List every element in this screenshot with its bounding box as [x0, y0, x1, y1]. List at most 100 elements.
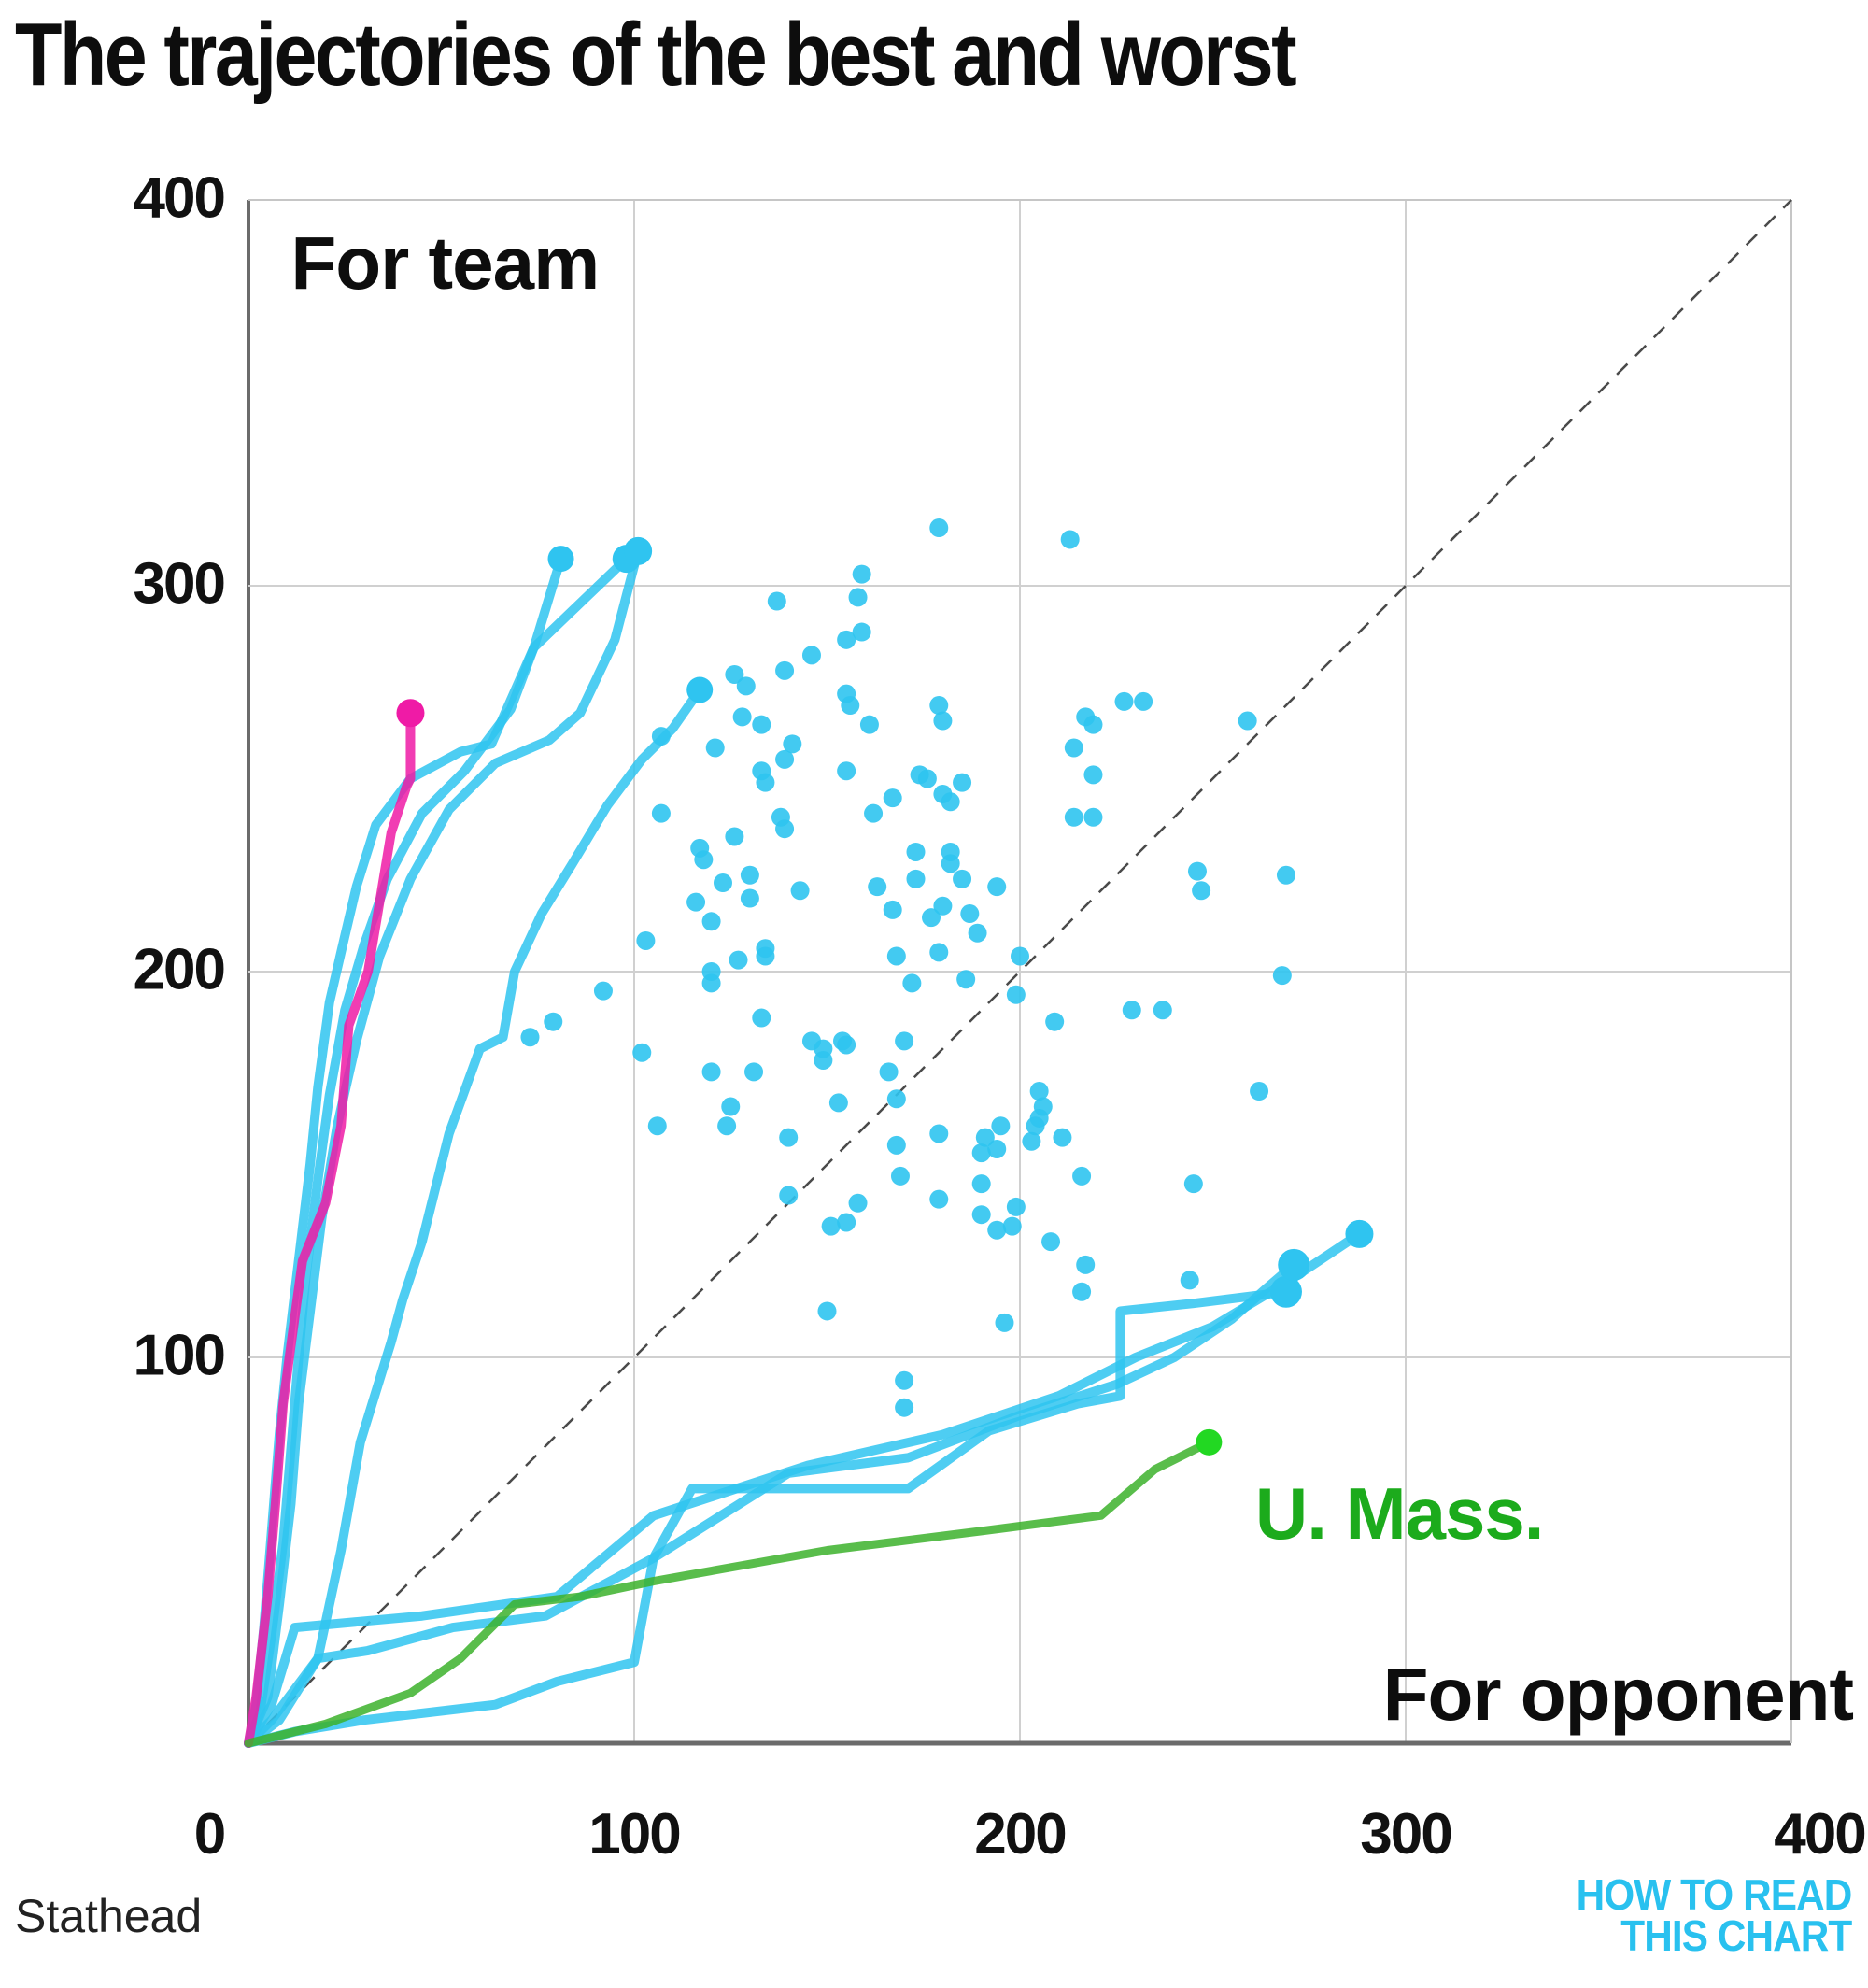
scatter-dot	[1153, 1001, 1172, 1020]
scatter-dot	[879, 1062, 899, 1082]
scatter-dot	[636, 930, 656, 950]
scatter-dot	[929, 1189, 949, 1209]
trajectory-line	[244, 1228, 1365, 1748]
scatter-dot	[732, 707, 752, 727]
annotation-for-team: For team	[290, 221, 599, 305]
trajectory-line	[244, 708, 416, 1748]
scatter-dot	[837, 630, 856, 649]
scatter-dot	[902, 973, 922, 993]
scatter-dot	[1072, 1282, 1092, 1301]
scatter-dot	[717, 1116, 737, 1136]
scatter-dot	[593, 981, 613, 1001]
trajectory-line	[244, 554, 631, 1748]
scatter-dot	[1183, 1174, 1203, 1194]
trajectory-endpoint-dot	[686, 676, 714, 703]
scatter-dot	[1002, 1216, 1022, 1236]
scatter-dot	[1064, 807, 1083, 827]
scatter-dot	[1022, 1131, 1041, 1151]
chart-title: The trajectories of the best and worst	[15, 5, 1297, 105]
x-tick-label: 300	[1360, 1802, 1451, 1867]
y-tick-label: 300	[134, 551, 224, 616]
scatter-dot	[852, 622, 871, 642]
scatter-dot	[917, 769, 937, 788]
scatter-dot	[987, 1139, 1007, 1158]
scatter-dot	[740, 888, 759, 908]
scatter-dot	[971, 1205, 991, 1225]
x-tick-label: 100	[588, 1802, 679, 1867]
scatter-dot	[752, 1008, 771, 1028]
scatter-dot	[752, 715, 771, 734]
scatter-dot	[701, 973, 721, 993]
scatter-dot	[828, 1093, 848, 1113]
scatter-dot	[821, 1216, 841, 1236]
scatter-dot	[701, 1062, 721, 1082]
scatter-dot	[783, 734, 802, 754]
scatter-dot	[890, 1166, 910, 1186]
scatter-dot	[987, 1220, 1007, 1240]
scatter-dot	[1072, 1166, 1092, 1186]
scatter-dot	[971, 1174, 991, 1194]
scatter-dot	[1006, 1197, 1026, 1216]
scatter-dot	[729, 950, 748, 970]
trajectory-line	[244, 1438, 1213, 1748]
scatter-dot	[1053, 1128, 1072, 1147]
scatter-dot	[767, 591, 786, 611]
scatter-dot	[991, 1116, 1011, 1136]
scatter-dot	[740, 865, 759, 885]
scatter-dot	[725, 827, 744, 846]
scatter-dot	[686, 892, 706, 912]
scatter-dot	[814, 1050, 833, 1070]
y-tick-label: 100	[134, 1323, 224, 1387]
scatter-dot	[883, 900, 902, 919]
annotation-u-mass-: U. Mass.	[1255, 1472, 1543, 1555]
scatter-dot	[1083, 765, 1103, 785]
scatter-dot	[1276, 865, 1295, 885]
scatter-dot	[701, 912, 721, 931]
scatter-dot	[1083, 715, 1103, 734]
trajectory-line	[244, 546, 644, 1748]
scatter-dot	[651, 803, 671, 823]
annotation-for-opponent: For opponent	[1383, 1653, 1854, 1736]
x-tick-label: 0	[194, 1802, 224, 1867]
scatter-dot	[852, 564, 871, 584]
scatter-dot	[632, 1043, 652, 1062]
scatter-dot	[929, 518, 949, 538]
scatter-dot	[1064, 738, 1083, 758]
scatter-dot	[956, 970, 976, 989]
trajectory-endpoint-dot	[547, 546, 574, 573]
scatter-dot	[837, 1213, 856, 1232]
scatter-dot	[895, 1031, 914, 1051]
scatter-dot	[886, 946, 906, 966]
x-tick-label: 200	[974, 1802, 1065, 1867]
y-tick-label: 200	[134, 937, 224, 1001]
scatter-dot	[886, 1089, 906, 1109]
scatter-dot	[790, 881, 810, 901]
scatter-dot	[895, 1398, 914, 1417]
scatter-dot	[756, 946, 775, 966]
scatter-dot	[647, 1116, 667, 1136]
trajectory-endpoint-dot	[1278, 1248, 1310, 1281]
trajectory-line	[244, 1286, 1291, 1748]
scatter-dot	[801, 646, 821, 665]
scatter-dot	[725, 664, 744, 684]
scatter-dot	[713, 873, 732, 893]
newsletter-logo: HOW TO READ THIS CHART	[1576, 1873, 1852, 1957]
scatter-dot	[968, 923, 987, 943]
trajectory-endpoint-dot	[1345, 1219, 1374, 1248]
scatter-dot	[841, 696, 860, 716]
scatter-dot	[779, 1186, 799, 1205]
scatter-dot	[995, 1313, 1014, 1332]
scatter-dot	[929, 696, 949, 716]
scatter-dot	[868, 877, 887, 897]
scatter-dot	[1041, 1232, 1061, 1252]
scatter-dot	[1060, 530, 1080, 549]
trajectory-line	[244, 554, 566, 1748]
trajectory-line	[244, 1259, 1299, 1748]
scatter-dot	[906, 842, 926, 861]
trajectory-endpoint-dot	[1196, 1428, 1223, 1456]
scatter-dot	[848, 1193, 868, 1213]
scatter-dot	[744, 1062, 764, 1082]
scatter-dot	[775, 660, 795, 680]
scatter-dot	[895, 1370, 914, 1390]
scatter-dot	[1083, 807, 1103, 827]
